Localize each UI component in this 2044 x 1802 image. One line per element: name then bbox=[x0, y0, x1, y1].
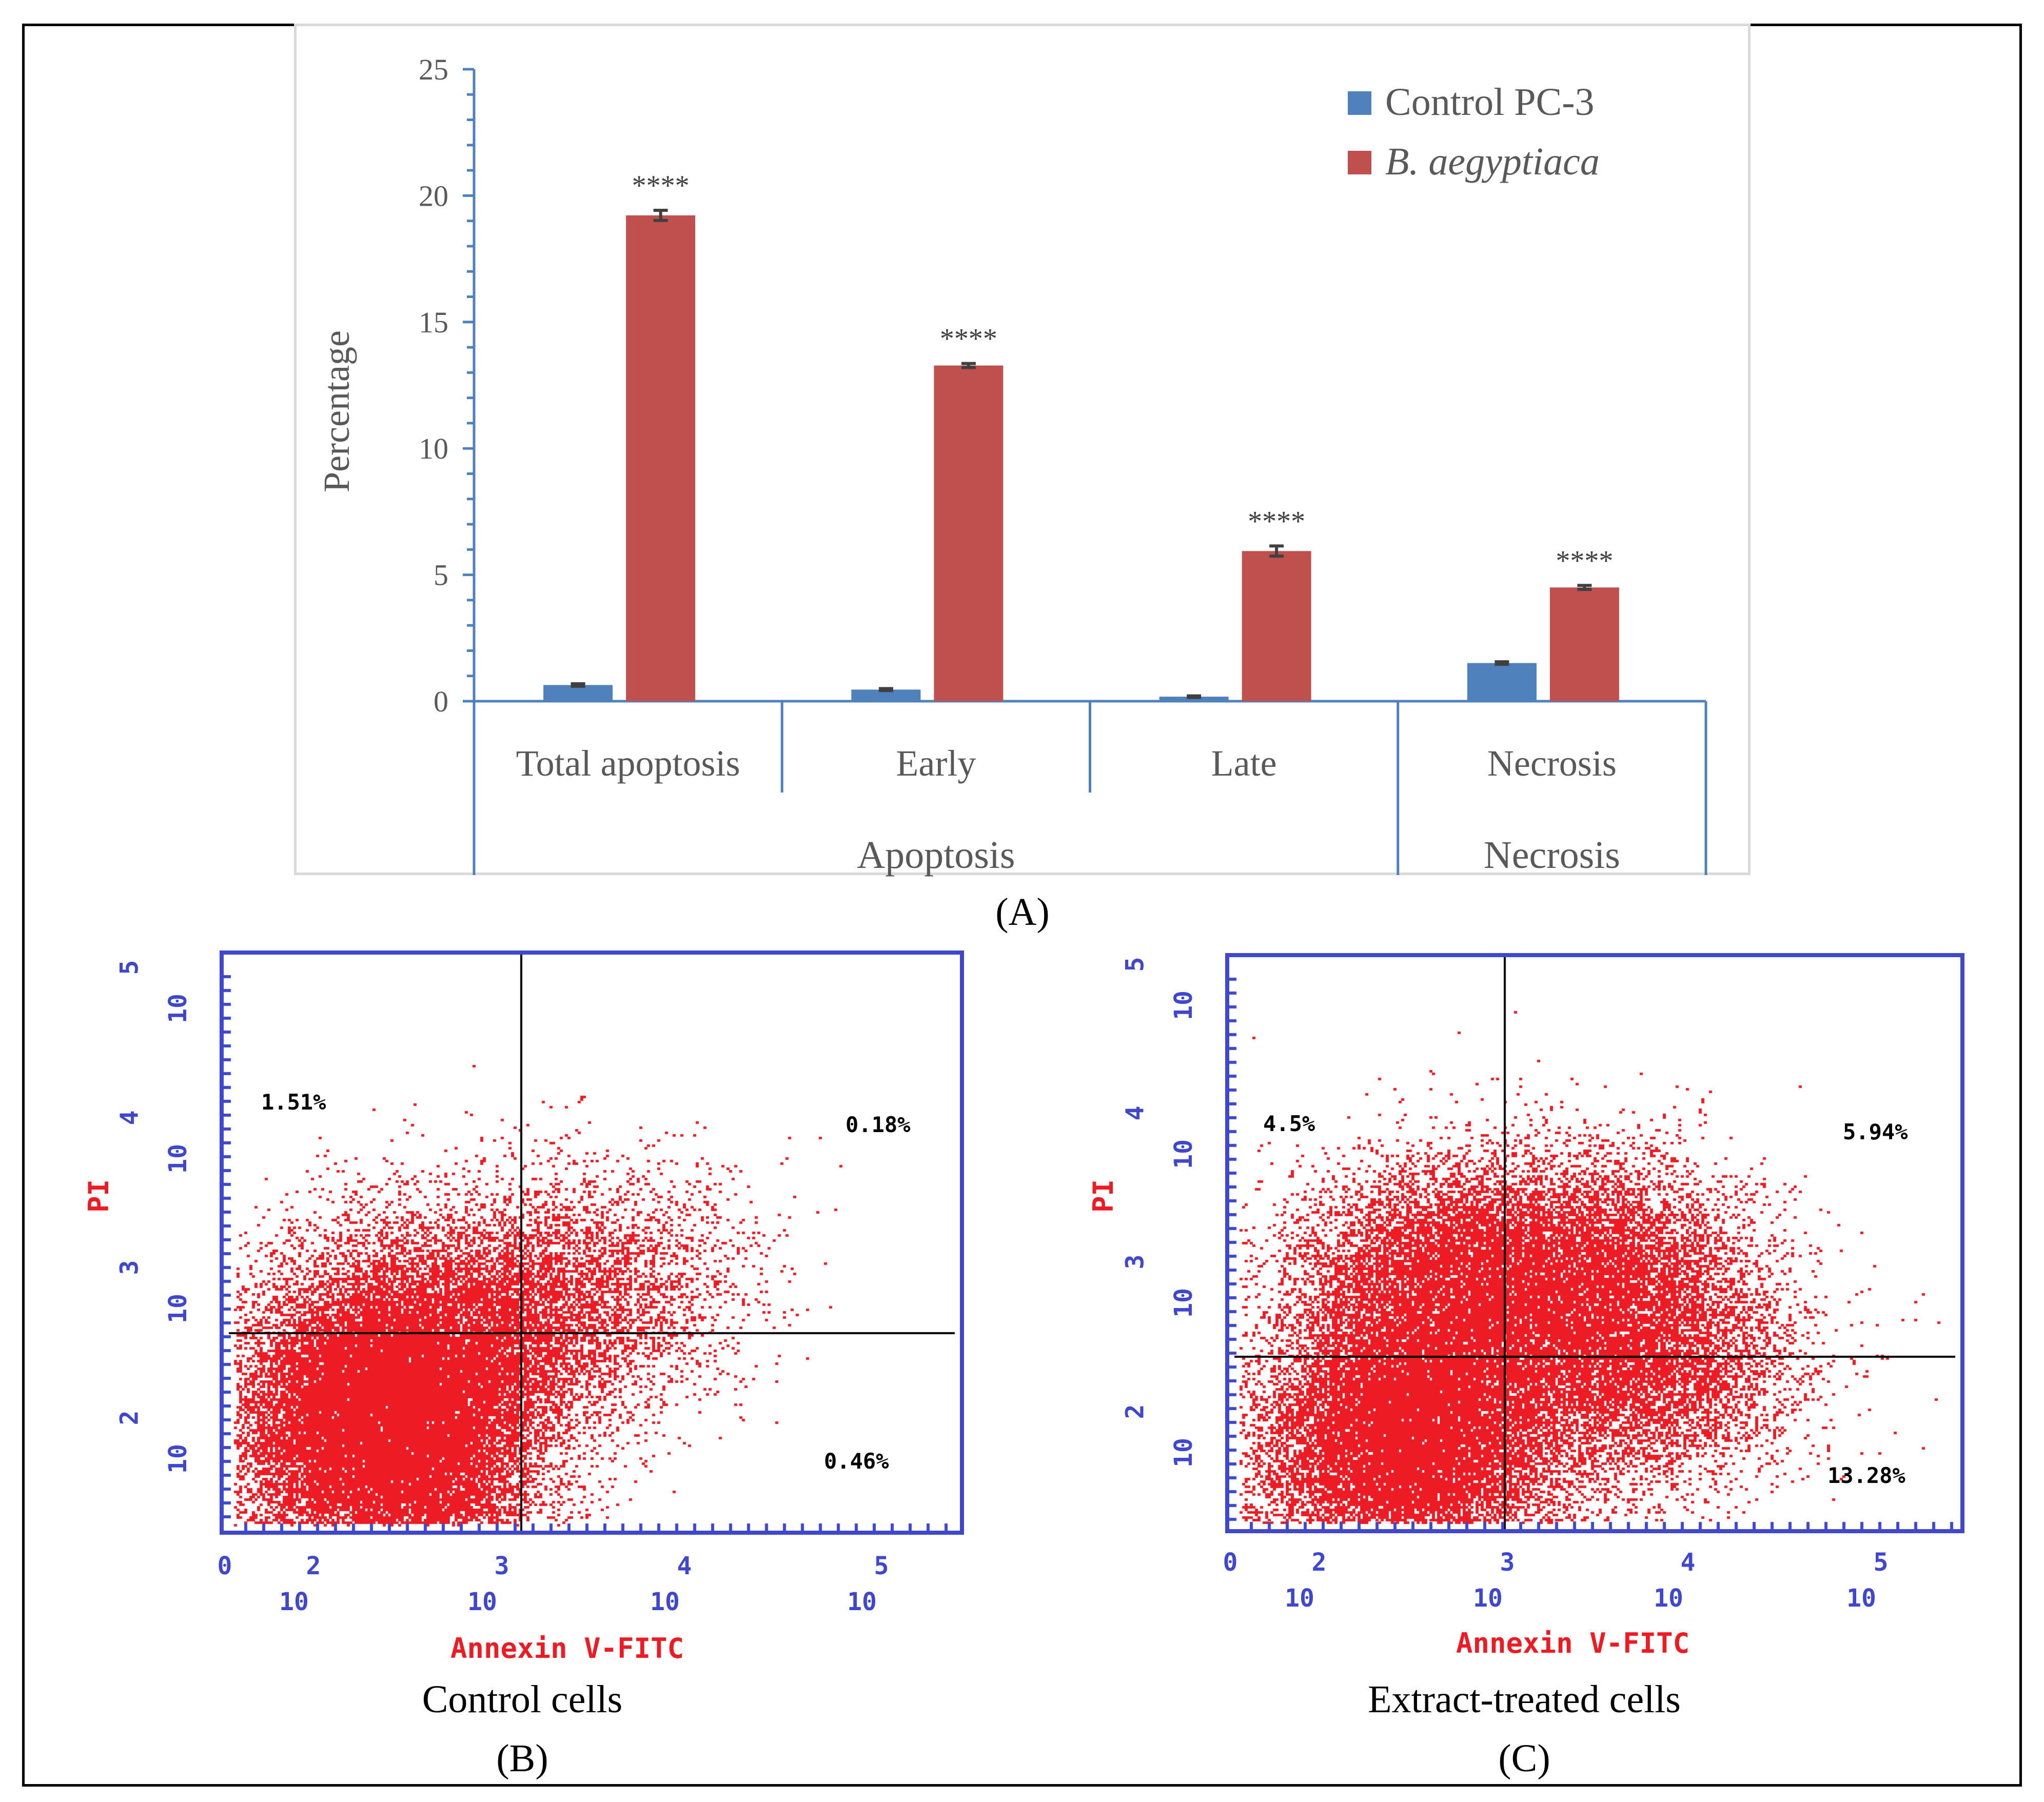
x-tick-base: 10 bbox=[1654, 1584, 1683, 1613]
error-bar bbox=[1577, 584, 1592, 591]
y-tick-base: 10 bbox=[163, 1144, 192, 1174]
y-tick-base: 10 bbox=[1169, 1438, 1198, 1468]
y-tick-base: 10 bbox=[1169, 1139, 1198, 1169]
bar-treated bbox=[1549, 587, 1619, 701]
y-tick-label: 5 bbox=[434, 559, 448, 592]
plot-frame bbox=[1225, 953, 1964, 1533]
y-tick-exponent: 3 bbox=[1121, 1254, 1150, 1270]
y-tick-base: 10 bbox=[163, 994, 192, 1023]
scatter-points-treated bbox=[1229, 957, 1960, 1529]
y-tick-label: 15 bbox=[419, 306, 448, 339]
error-bar bbox=[878, 687, 893, 692]
y-tick-exponent: 3 bbox=[115, 1260, 144, 1275]
bar-control bbox=[851, 689, 921, 701]
panel-label-a: (A) bbox=[995, 890, 1050, 934]
y-tick-label: 10 bbox=[419, 432, 448, 465]
significance-annotation: **** bbox=[940, 323, 997, 355]
y-axis-label: PI bbox=[1087, 1179, 1120, 1213]
legend-label-treated: B. aegyptiaca bbox=[1385, 140, 1600, 183]
x-tick-exponent: 0 bbox=[1223, 1548, 1238, 1577]
bar-control bbox=[1467, 663, 1537, 701]
error-bar bbox=[961, 362, 976, 369]
significance-annotation: **** bbox=[1556, 545, 1613, 577]
bar-treated bbox=[934, 365, 1004, 701]
caption-control: Control cells bbox=[422, 1678, 623, 1721]
legend-label-control: Control PC-3 bbox=[1385, 81, 1595, 124]
y-tick-exponent: 5 bbox=[115, 960, 144, 975]
x-tick-base: 10 bbox=[1285, 1584, 1314, 1613]
quadrant-upper-right: 0.18% bbox=[846, 1112, 911, 1137]
bar-treated bbox=[1242, 551, 1311, 701]
x-tick-exponent: 3 bbox=[494, 1552, 509, 1580]
category-label: Early bbox=[896, 743, 976, 784]
x-tick-base: 10 bbox=[1473, 1584, 1503, 1613]
quadrant-lower-right: 0.46% bbox=[824, 1449, 889, 1474]
y-tick-label: 0 bbox=[434, 685, 448, 718]
x-axis-label: Annexin V-FITC bbox=[1456, 1627, 1690, 1659]
y-tick-exponent: 4 bbox=[1121, 1105, 1150, 1121]
error-bar bbox=[571, 682, 585, 688]
y-tick-exponent: 2 bbox=[1121, 1404, 1150, 1419]
error-bar bbox=[1495, 660, 1509, 666]
x-axis-label: Annexin V-FITC bbox=[450, 1632, 684, 1665]
x-tick-base: 10 bbox=[650, 1588, 680, 1616]
panel-label-c: (C) bbox=[1498, 1737, 1550, 1780]
y-tick-base: 10 bbox=[1169, 991, 1198, 1020]
y-axis-label: PI bbox=[83, 1179, 115, 1213]
x-tick-base: 10 bbox=[847, 1588, 877, 1616]
panel-label-b: (B) bbox=[496, 1737, 548, 1780]
bar-treated bbox=[626, 215, 696, 702]
quadrant-upper-right: 5.94% bbox=[1843, 1119, 1908, 1144]
x-tick-exponent: 4 bbox=[1680, 1548, 1696, 1577]
y-tick-label: 25 bbox=[419, 53, 448, 86]
scatter-points-control bbox=[224, 955, 960, 1531]
significance-annotation: **** bbox=[632, 170, 690, 202]
y-axis-label: Percentage bbox=[316, 330, 357, 492]
error-bar bbox=[1187, 694, 1202, 699]
y-tick-base: 10 bbox=[1169, 1288, 1198, 1318]
error-bar bbox=[1269, 544, 1284, 558]
error-bar bbox=[653, 208, 668, 222]
significance-annotation: **** bbox=[1248, 505, 1305, 537]
bar-chart: 0 5 10 15 20 25 Total apoptosis **** Early **** La… bbox=[316, 53, 1707, 877]
x-tick-base: 10 bbox=[1846, 1584, 1876, 1613]
x-tick-exponent: 0 bbox=[217, 1552, 232, 1580]
y-tick-base: 10 bbox=[163, 1294, 192, 1323]
x-tick-exponent: 3 bbox=[1500, 1548, 1515, 1577]
legend-swatch-treated bbox=[1348, 151, 1371, 174]
x-tick-exponent: 5 bbox=[1873, 1548, 1889, 1577]
x-tick-exponent: 2 bbox=[306, 1552, 321, 1580]
y-tick-base: 10 bbox=[163, 1444, 192, 1474]
x-tick-base: 10 bbox=[279, 1588, 309, 1616]
group-label-apoptosis: Apoptosis bbox=[857, 834, 1015, 877]
x-tick-exponent: 2 bbox=[1311, 1548, 1327, 1577]
y-tick-exponent: 5 bbox=[1121, 957, 1150, 972]
category-label: Total apoptosis bbox=[516, 743, 740, 784]
category-label: Necrosis bbox=[1487, 743, 1617, 784]
category-label: Late bbox=[1211, 743, 1277, 784]
x-tick-exponent: 4 bbox=[677, 1552, 692, 1580]
quadrant-upper-left: 1.51% bbox=[261, 1090, 326, 1115]
plot-frame bbox=[220, 950, 964, 1535]
legend-swatch-control bbox=[1348, 91, 1371, 115]
y-tick-exponent: 4 bbox=[115, 1110, 144, 1125]
quadrant-lower-right: 13.28% bbox=[1827, 1463, 1905, 1488]
caption-treated: Extract-treated cells bbox=[1368, 1678, 1681, 1721]
y-tick-label: 20 bbox=[419, 179, 448, 212]
quadrant-upper-left: 4.5% bbox=[1263, 1111, 1315, 1136]
y-tick-exponent: 2 bbox=[115, 1410, 144, 1425]
group-label-necrosis: Necrosis bbox=[1484, 834, 1620, 877]
x-tick-exponent: 5 bbox=[874, 1552, 889, 1580]
bar-chart-panel bbox=[294, 24, 1751, 875]
x-tick-base: 10 bbox=[467, 1588, 497, 1616]
